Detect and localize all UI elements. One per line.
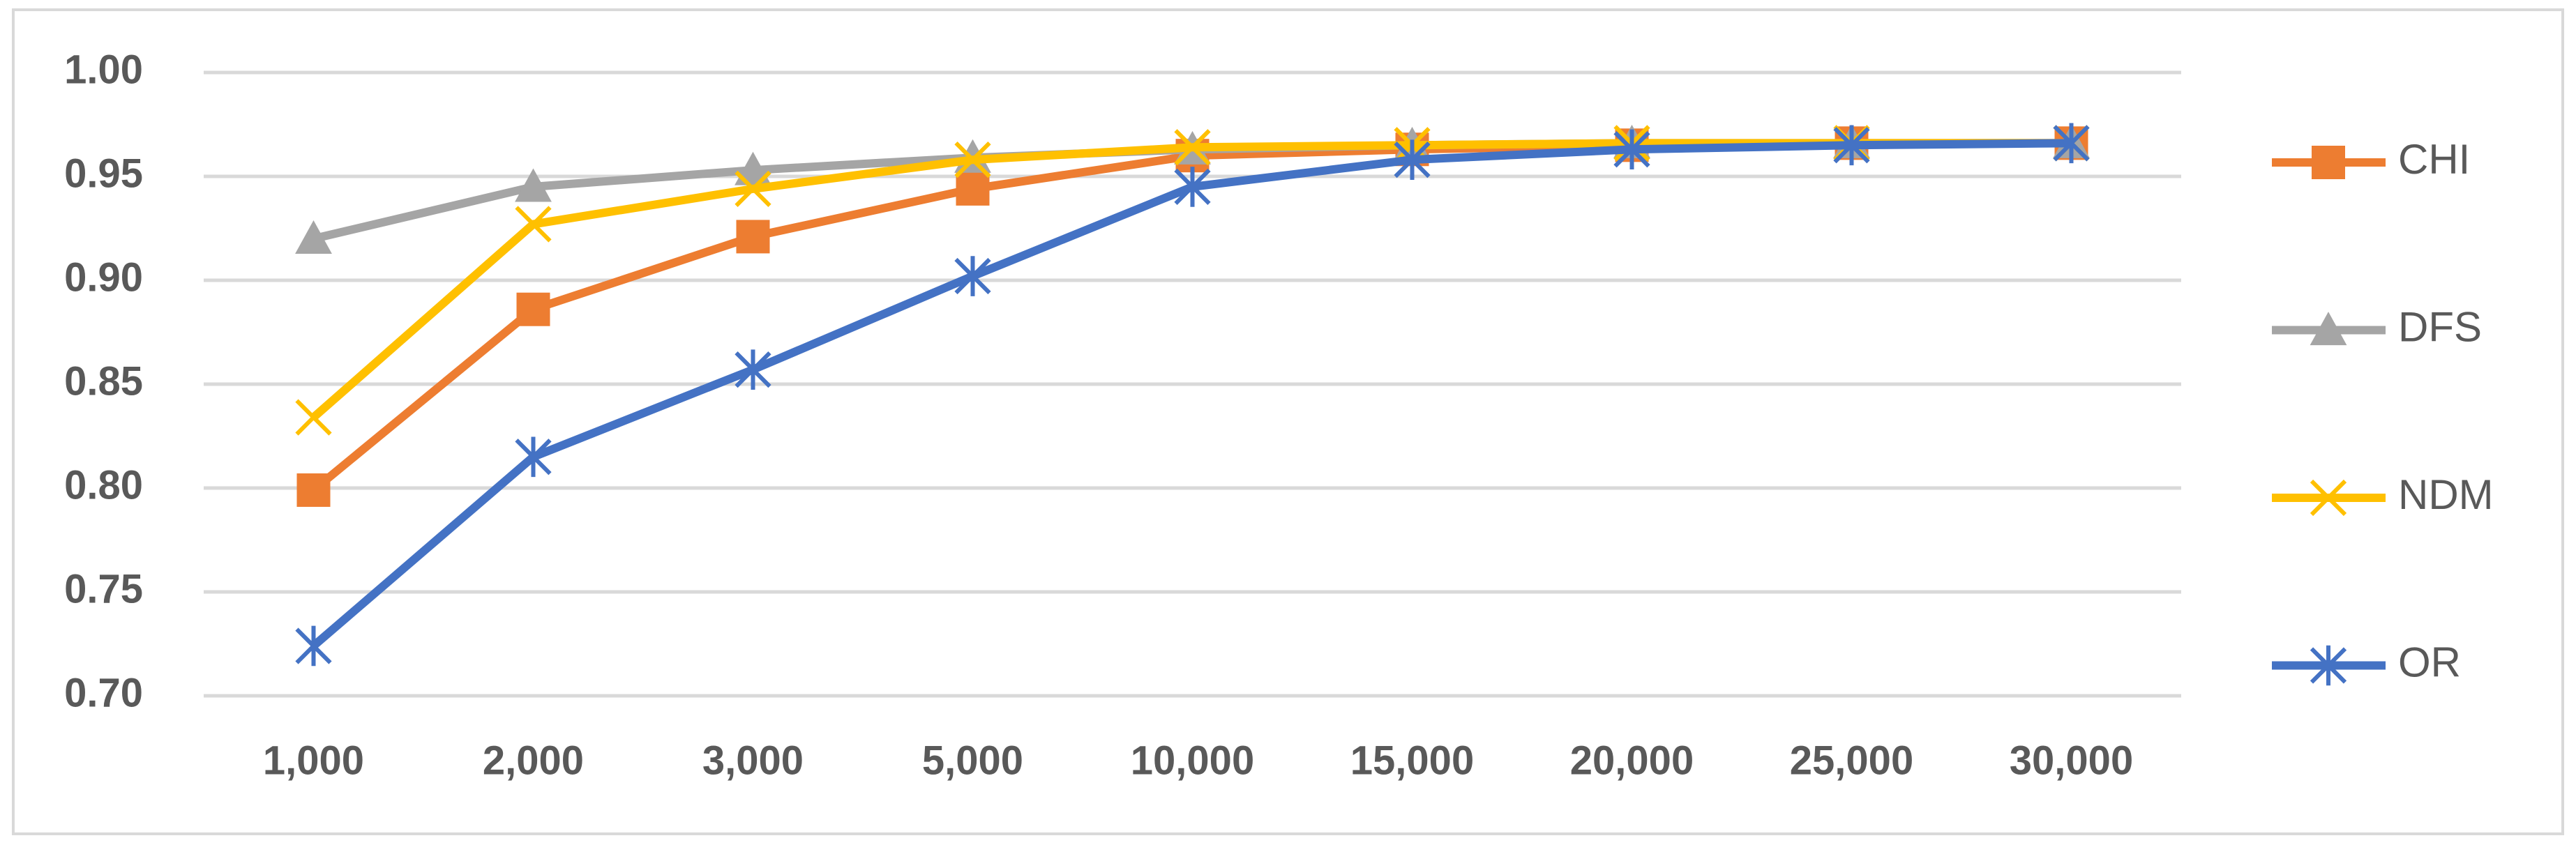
data-point-shape — [295, 625, 332, 667]
data-point — [736, 220, 770, 254]
data-point — [2053, 123, 2090, 164]
x-tick-label: 2,000 — [483, 738, 584, 783]
x-tick-label: 1,000 — [263, 738, 364, 783]
y-tick-label: 0.70 — [64, 670, 143, 715]
data-point-shape — [736, 220, 770, 254]
data-point-shape — [296, 473, 331, 507]
data-point-shape — [1174, 167, 1211, 207]
data-point-shape — [735, 349, 771, 390]
data-point — [956, 172, 990, 206]
data-point-shape — [515, 436, 552, 478]
data-point — [1174, 129, 1211, 166]
data-point-shape — [954, 142, 991, 178]
x-tick-label: 3,000 — [702, 738, 804, 783]
data-point — [295, 220, 332, 254]
legend-marker-shape — [2312, 146, 2345, 179]
data-point-shape — [515, 168, 552, 202]
data-point — [954, 142, 991, 178]
data-point — [515, 168, 552, 202]
data-point — [295, 625, 332, 667]
data-point — [295, 399, 332, 436]
data-point — [516, 292, 550, 326]
data-point — [1613, 129, 1650, 170]
legend-label: OR — [2398, 639, 2461, 685]
legend-marker — [2310, 312, 2347, 346]
y-tick-label: 0.75 — [64, 566, 143, 611]
legend-marker — [2310, 645, 2347, 686]
y-tick-label: 0.80 — [64, 462, 143, 508]
legend-marker-shape — [2310, 312, 2347, 346]
x-tick-label: 30,000 — [2010, 738, 2133, 783]
data-point-shape — [1394, 139, 1431, 180]
data-point-shape — [956, 172, 990, 206]
legend-marker-shape — [2310, 479, 2347, 517]
data-point — [954, 256, 991, 296]
x-tick-label: 20,000 — [1570, 738, 1694, 783]
x-tick-label: 25,000 — [1790, 738, 1913, 783]
legend-label: DFS — [2398, 303, 2482, 350]
data-point — [515, 206, 552, 243]
data-point — [735, 349, 771, 390]
legend-label: CHI — [2398, 136, 2470, 183]
data-point — [735, 170, 771, 208]
x-tick-label: 15,000 — [1350, 738, 1474, 783]
data-point — [515, 436, 552, 478]
legend-marker — [2312, 146, 2345, 179]
y-tick-label: 0.85 — [64, 358, 143, 404]
data-point-shape — [1833, 125, 1870, 166]
legend-label: NDM — [2398, 471, 2494, 518]
data-point — [296, 473, 331, 507]
data-point-shape — [295, 399, 332, 436]
x-tick-label: 10,000 — [1131, 738, 1254, 783]
data-point — [1833, 125, 1870, 166]
y-tick-label: 0.95 — [64, 151, 143, 196]
data-point — [1174, 167, 1211, 207]
data-point-shape — [2053, 123, 2090, 164]
data-point-shape — [516, 292, 550, 326]
data-point — [1394, 139, 1431, 180]
data-point-shape — [515, 206, 552, 243]
legend-marker-shape — [2310, 645, 2347, 686]
x-tick-label: 5,000 — [922, 738, 1023, 783]
data-point-shape — [954, 256, 991, 296]
data-point-shape — [1174, 129, 1211, 166]
data-point-shape — [735, 170, 771, 208]
data-point-shape — [295, 220, 332, 254]
data-point-shape — [1613, 129, 1650, 170]
y-tick-label: 0.90 — [64, 254, 143, 300]
legend-marker — [2310, 479, 2347, 517]
y-tick-label: 1.00 — [64, 47, 143, 92]
